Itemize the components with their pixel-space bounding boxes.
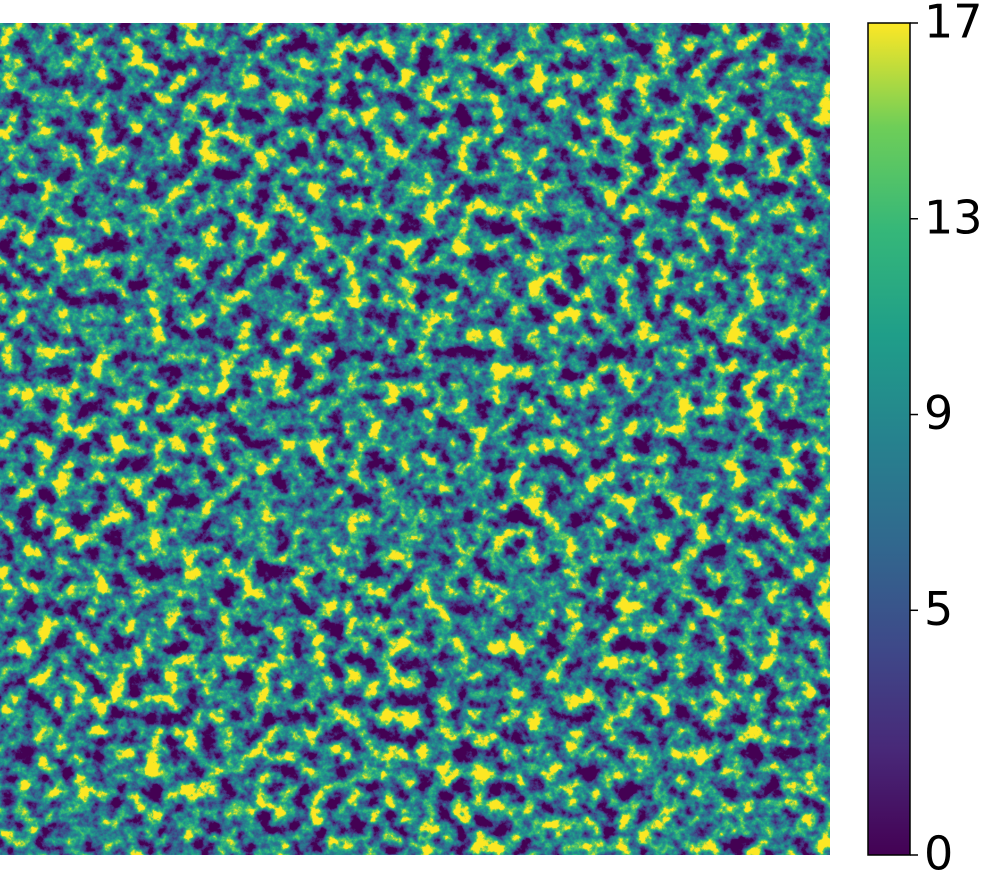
heatmap-field [0,23,830,855]
colorbar-tick-label: 13 [924,190,983,244]
colorbar-tick-label: 0 [924,827,953,881]
colorbar-tick-label: 9 [924,386,953,440]
colorbar-tick-label: 17 [924,0,983,49]
colorbar [867,22,911,856]
colorbar-tick-label: 5 [924,582,953,636]
